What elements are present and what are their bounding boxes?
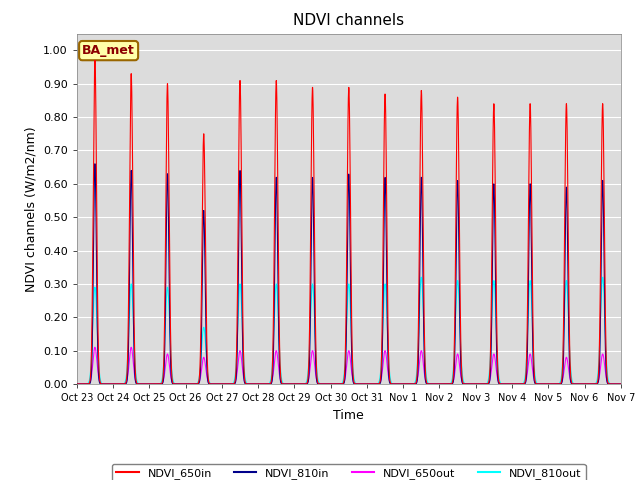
Legend: NDVI_650in, NDVI_810in, NDVI_650out, NDVI_810out: NDVI_650in, NDVI_810in, NDVI_650out, NDV… bbox=[112, 464, 586, 480]
Y-axis label: NDVI channels (W/m2/nm): NDVI channels (W/m2/nm) bbox=[24, 126, 38, 292]
Text: BA_met: BA_met bbox=[82, 44, 135, 57]
X-axis label: Time: Time bbox=[333, 408, 364, 421]
Title: NDVI channels: NDVI channels bbox=[293, 13, 404, 28]
